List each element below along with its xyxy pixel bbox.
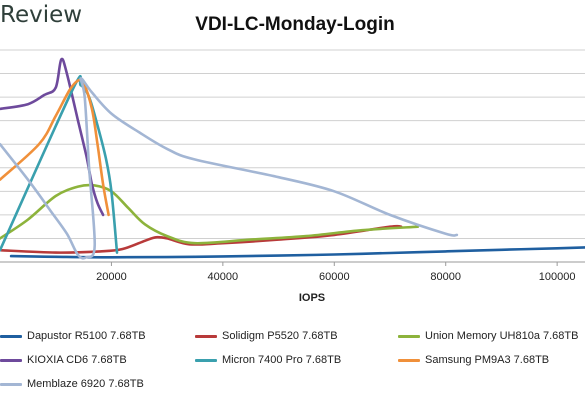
legend-item-0: Dapustor R5100 7.68TB [0,330,146,342]
series-line-3 [0,57,105,217]
legend-label: Dapustor R5100 7.68TB [27,330,146,342]
chart-legend: Dapustor R5100 7.68TB Solidigm P5520 7.68… [0,322,585,400]
legend-swatch [0,358,22,362]
legend-item-4: Micron 7400 Pro 7.68TB [195,354,341,366]
x-tick-label: 60000 [319,271,350,283]
legend-label: Micron 7400 Pro 7.68TB [222,354,342,366]
legend-swatch [195,358,217,362]
legend-item-1: Solidigm P5520 7.68TB [195,330,338,342]
series-line-6 [0,76,459,260]
site-logo: Review [0,2,83,28]
chart-title: VDI-LC-Monday-Login [195,14,395,35]
legend-label: Union Memory UH810a 7.68TB [425,330,579,342]
legend-label: Samsung PM9A3 7.68TB [425,354,550,366]
legend-label: Solidigm P5520 7.68TB [222,330,338,342]
x-tick-label: 40000 [208,271,239,283]
x-axis-label: IOPS [299,292,325,304]
legend-swatch [195,334,217,338]
legend-label: Memblaze 6920 7.68TB [27,378,144,390]
legend-swatch [398,334,420,338]
legend-swatch [398,358,420,362]
series-line-0 [9,246,585,259]
legend-label: KIOXIA CD6 7.68TB [27,354,127,366]
x-tick-labels: 20000 40000 60000 80000 100000 [96,262,576,283]
legend-item-3: KIOXIA CD6 7.68TB [0,354,127,366]
legend-swatch [0,382,22,386]
chart-canvas: 20000 40000 60000 80000 100000 IOPS [0,49,585,304]
legend-item-2: Union Memory UH810a 7.68TB [398,330,578,342]
series-line-1 [0,224,403,254]
legend-item-5: Samsung PM9A3 7.68TB [398,354,549,366]
legend-item-6: Memblaze 6920 7.68TB [0,378,144,390]
series-line-2 [0,183,420,245]
x-tick-label: 20000 [96,271,127,283]
legend-swatch [0,334,22,338]
x-tick-label: 100000 [539,271,576,283]
x-tick-label: 80000 [430,271,461,283]
series-lines [0,57,585,260]
